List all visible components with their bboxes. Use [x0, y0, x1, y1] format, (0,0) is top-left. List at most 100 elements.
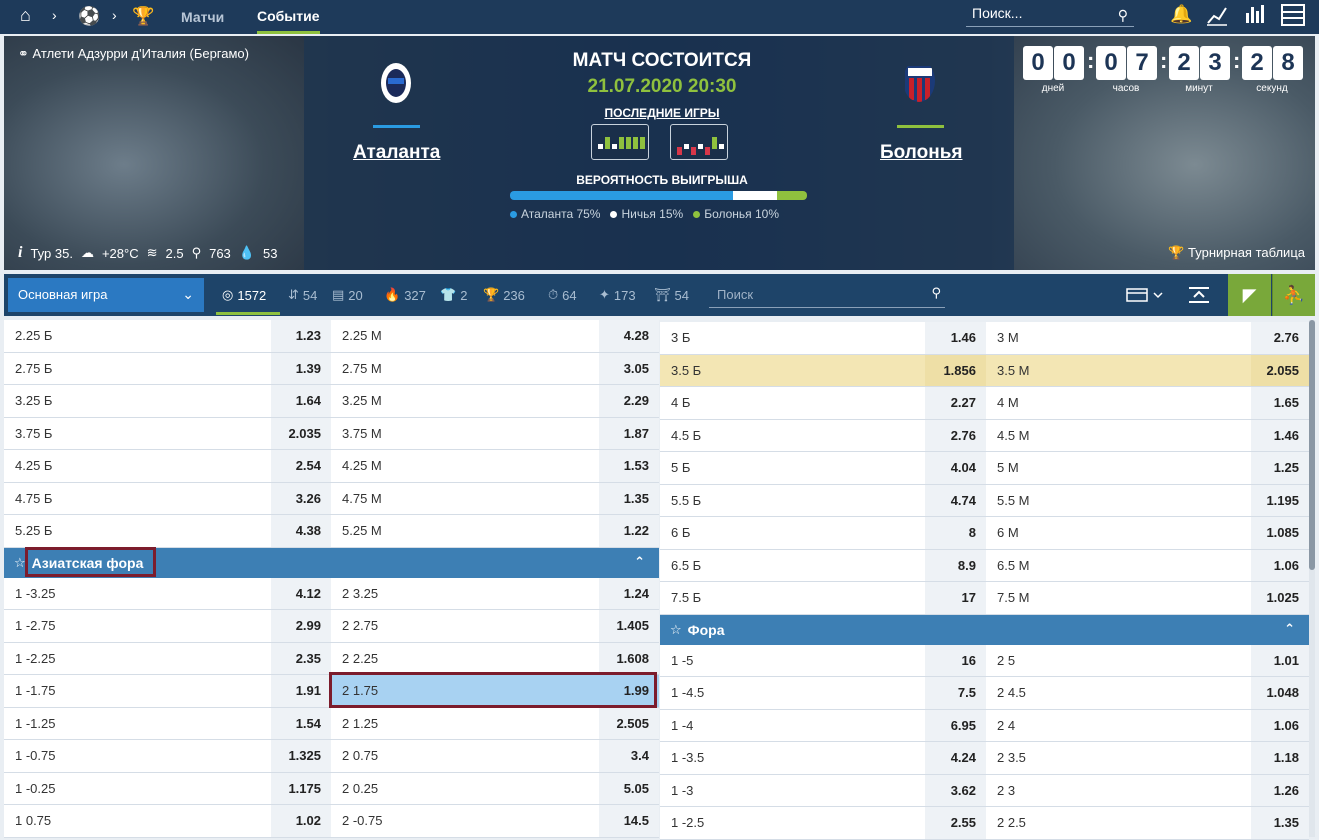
odds-button[interactable]: 4.28: [599, 320, 659, 352]
odds-button[interactable]: 1.22: [599, 515, 659, 547]
odds-button[interactable]: 1.405: [599, 610, 659, 642]
odds-button[interactable]: 2.55: [925, 807, 986, 839]
odds-button[interactable]: 1.46: [925, 322, 986, 354]
odds-button[interactable]: 6.95: [925, 709, 986, 741]
search-icon[interactable]: ⚲: [1117, 7, 1128, 23]
odds-button[interactable]: 1.085: [1251, 517, 1309, 549]
odds-button[interactable]: 2.505: [599, 707, 659, 739]
odds-button[interactable]: 1.608: [599, 642, 659, 674]
filter-totals[interactable]: ⇵ 54: [288, 287, 318, 303]
odds-button[interactable]: 1.856: [925, 354, 986, 386]
chevron-up-icon[interactable]: ⌃: [1284, 620, 1295, 636]
odds-button[interactable]: 1.26: [1251, 774, 1309, 806]
stats-chart-icon[interactable]: [1206, 4, 1228, 26]
home-icon[interactable]: ⌂: [20, 5, 31, 25]
odds-button[interactable]: 1.195: [1251, 484, 1309, 516]
odds-button[interactable]: 2.29: [599, 385, 659, 417]
filter-time[interactable]: ⏱ 64: [548, 287, 577, 303]
scoreboard-icon[interactable]: [1281, 3, 1305, 27]
field-view-button[interactable]: ◤: [1228, 274, 1271, 316]
odds-button[interactable]: 4.74: [925, 484, 986, 516]
chevron-up-icon[interactable]: ⌃: [634, 553, 645, 569]
odds-button[interactable]: 3.4: [599, 740, 659, 772]
odds-button[interactable]: 1.35: [599, 482, 659, 514]
standings-link[interactable]: 🏆 Турнирная таблица: [1168, 245, 1305, 261]
star-icon[interactable]: ☆: [14, 554, 26, 570]
odds-button[interactable]: 1.18: [1251, 742, 1309, 774]
odds-button[interactable]: 2.54: [271, 450, 331, 482]
odds-button[interactable]: 1.06: [1251, 549, 1309, 581]
filter-outcomes[interactable]: 🏆 236: [483, 287, 525, 303]
away-form-chart[interactable]: [670, 124, 728, 160]
odds-button[interactable]: 1.325: [271, 740, 331, 772]
odds-button[interactable]: 1.048: [1251, 677, 1309, 709]
odds-button[interactable]: 1.46: [1251, 419, 1309, 451]
odds-button[interactable]: 1.025: [1251, 582, 1309, 614]
odds-button[interactable]: 3.62: [925, 774, 986, 806]
home-team-name[interactable]: Аталанта: [353, 142, 441, 163]
crumb-event[interactable]: Событие: [257, 0, 320, 34]
filter-popular[interactable]: 🔥 327: [384, 287, 426, 303]
bar-chart-icon[interactable]: [1244, 3, 1266, 25]
odds-button[interactable]: 16: [925, 644, 986, 676]
odds-button[interactable]: 1.99: [599, 675, 659, 707]
collapse-all-icon[interactable]: [1188, 286, 1210, 304]
odds-button[interactable]: 1.06: [1251, 709, 1309, 741]
odds-button[interactable]: 8.9: [925, 549, 986, 581]
odds-button[interactable]: 1.91: [271, 675, 331, 707]
odds-button[interactable]: 2.27: [925, 387, 986, 419]
player-stats-button[interactable]: ⛹: [1272, 274, 1315, 316]
odds-button[interactable]: 1.53: [599, 450, 659, 482]
odds-button[interactable]: 2.055: [1251, 354, 1309, 386]
odds-button[interactable]: 1.39: [271, 352, 331, 384]
odds-button[interactable]: 14.5: [599, 805, 659, 837]
odds-button[interactable]: 7.5: [925, 677, 986, 709]
odds-button[interactable]: 1.24: [599, 577, 659, 609]
away-team-name[interactable]: Болонья: [880, 142, 963, 163]
odds-button[interactable]: 4.12: [271, 577, 331, 609]
filter-goals[interactable]: ⛩ 54: [654, 287, 689, 303]
scrollbar-thumb[interactable]: [1309, 320, 1315, 570]
odds-button[interactable]: 4.04: [925, 452, 986, 484]
odds-button[interactable]: 1.54: [271, 707, 331, 739]
odds-button[interactable]: 8: [925, 517, 986, 549]
layout-columns-icon[interactable]: [1126, 287, 1166, 303]
odds-button[interactable]: 1.02: [271, 805, 331, 837]
odds-button[interactable]: 5.05: [599, 772, 659, 804]
odds-button[interactable]: 2.76: [925, 419, 986, 451]
odds-button[interactable]: 1.35: [1251, 807, 1309, 839]
last-games-link[interactable]: ПОСЛЕДНИЕ ИГРЫ: [604, 106, 720, 120]
bell-icon[interactable]: 🔔: [1170, 4, 1193, 24]
market-group-select[interactable]: Основная игра ⌄: [8, 278, 204, 312]
soccer-ball-icon[interactable]: ⚽: [78, 6, 101, 26]
filter-handicap[interactable]: ▤ 20: [332, 287, 363, 303]
star-icon[interactable]: ☆: [670, 621, 682, 637]
odds-button[interactable]: 4.38: [271, 515, 331, 547]
crumb-matches[interactable]: Матчи: [181, 9, 225, 25]
filter-all[interactable]: ◎ 1572: [222, 287, 267, 303]
odds-button[interactable]: 1.25: [1251, 452, 1309, 484]
odds-button[interactable]: 1.23: [271, 320, 331, 352]
odds-button[interactable]: 1.65: [1251, 387, 1309, 419]
filter-specials[interactable]: ✦ 173: [599, 287, 636, 303]
odds-button[interactable]: 2.035: [271, 417, 331, 449]
trophy-icon[interactable]: 🏆: [132, 6, 155, 26]
odds-button[interactable]: 2.99: [271, 610, 331, 642]
odds-button[interactable]: 3.26: [271, 482, 331, 514]
section-header-handicap[interactable]: ☆ Фора ⌃: [660, 614, 1309, 645]
odds-button[interactable]: 17: [925, 582, 986, 614]
filter-team[interactable]: 👕 2: [440, 287, 468, 303]
odds-button[interactable]: 2.35: [271, 642, 331, 674]
search-icon[interactable]: ⚲: [931, 285, 941, 300]
odds-button[interactable]: 1.01: [1251, 644, 1309, 676]
section-header-asian-handicap[interactable]: ☆ Азиатская фора ⌃: [4, 547, 659, 578]
info-icon[interactable]: i: [18, 244, 23, 261]
odds-button[interactable]: 1.87: [599, 417, 659, 449]
market-search-input[interactable]: Поиск ⚲: [709, 283, 945, 308]
home-form-chart[interactable]: [591, 124, 649, 160]
scrollbar[interactable]: [1309, 320, 1315, 837]
odds-button[interactable]: 4.24: [925, 742, 986, 774]
odds-button[interactable]: 3.05: [599, 352, 659, 384]
odds-button[interactable]: 1.175: [271, 772, 331, 804]
odds-button[interactable]: 2.76: [1251, 322, 1309, 354]
